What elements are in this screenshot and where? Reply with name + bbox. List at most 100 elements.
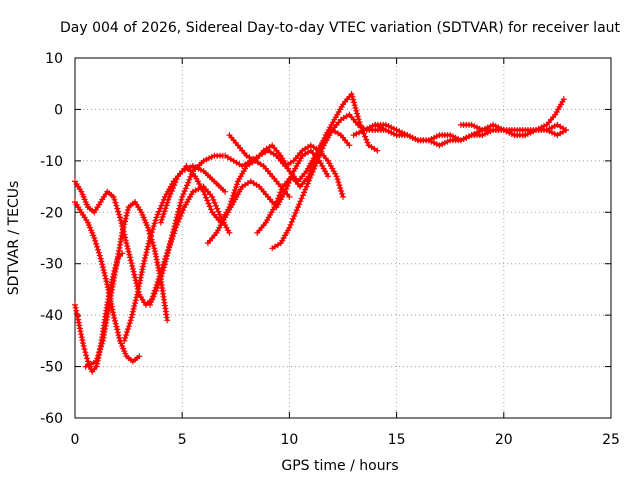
grid-layer [75, 58, 611, 418]
data-point [192, 164, 199, 171]
data-point [192, 187, 199, 194]
data-point [162, 256, 169, 263]
data-point [319, 145, 326, 152]
data-point [310, 165, 317, 172]
data-point [167, 190, 174, 197]
data-point [102, 275, 109, 282]
data-point [208, 154, 215, 160]
data-point [463, 134, 470, 141]
data-point [124, 329, 131, 335]
data-point [317, 151, 323, 158]
data-point [203, 156, 210, 163]
data-point [490, 121, 497, 128]
data-point [96, 252, 103, 259]
data-point [388, 124, 395, 131]
data-point [185, 179, 192, 186]
data-point [366, 124, 373, 131]
data-point [148, 232, 154, 239]
data-point [142, 255, 148, 261]
data-point [374, 147, 381, 154]
data-point [129, 311, 136, 318]
data-point [101, 269, 108, 276]
data-point [164, 317, 171, 324]
data-point [356, 129, 363, 136]
data-point [140, 260, 147, 267]
data-point [82, 363, 89, 370]
data-point [302, 186, 309, 193]
data-point [543, 127, 550, 133]
data-point [150, 290, 157, 297]
data-point [152, 217, 159, 224]
data-point [110, 193, 117, 200]
data-point [175, 218, 182, 225]
data-point [143, 249, 150, 256]
data-point [125, 323, 132, 330]
data-point [431, 134, 438, 141]
data-point [144, 246, 151, 253]
data-point [471, 123, 478, 130]
data-point [82, 349, 89, 356]
data-point [97, 255, 104, 262]
data-point [291, 213, 298, 219]
data-point [308, 171, 315, 178]
data-point [127, 317, 134, 324]
data-point [200, 188, 207, 195]
data-point [549, 124, 555, 131]
data-point [364, 139, 371, 146]
data-point [334, 176, 341, 183]
data-point [522, 132, 529, 139]
chart-title: Day 004 of 2026, Sidereal Day-to-day VTE… [60, 20, 621, 36]
data-point [171, 182, 178, 189]
y-tick-label: 10 [45, 51, 63, 67]
data-point [500, 127, 507, 133]
data-point [148, 299, 154, 305]
data-point [524, 130, 531, 137]
data-point [102, 272, 108, 279]
data-point [200, 157, 207, 164]
data-point [318, 148, 325, 155]
data-point [159, 213, 166, 220]
data-point [474, 129, 480, 136]
data-point [298, 195, 305, 202]
data-point [234, 181, 240, 188]
data-point [142, 252, 149, 259]
data-point [113, 323, 120, 330]
data-point [116, 211, 123, 218]
data-point [201, 191, 208, 198]
data-point [149, 293, 156, 300]
data-point [122, 334, 129, 341]
data-point [73, 307, 80, 314]
data-point [353, 107, 360, 114]
data-point [150, 223, 157, 230]
data-point [460, 136, 467, 142]
data-point [149, 226, 156, 233]
data-point [444, 138, 451, 145]
data-point [124, 209, 131, 216]
data-point [151, 287, 158, 294]
data-point [125, 248, 132, 255]
data-point [180, 191, 187, 197]
data-point [233, 184, 239, 191]
data-point [340, 193, 346, 200]
data-point [124, 243, 131, 249]
data-point [209, 193, 216, 200]
data-point [131, 271, 138, 278]
data-point [128, 314, 135, 321]
data-point [99, 261, 106, 268]
data-point [154, 211, 161, 218]
data-point [530, 128, 537, 135]
data-point [97, 346, 104, 353]
data-point [163, 253, 170, 260]
data-point [471, 130, 478, 137]
data-point [393, 127, 400, 133]
data-point [382, 127, 389, 133]
data-point [114, 329, 121, 336]
data-point [161, 208, 168, 215]
data-point [132, 274, 138, 281]
data-point [155, 208, 162, 215]
data-point [174, 211, 181, 218]
data-point [299, 192, 306, 199]
data-point [206, 155, 212, 162]
data-point [409, 134, 416, 141]
data-point [287, 221, 294, 228]
